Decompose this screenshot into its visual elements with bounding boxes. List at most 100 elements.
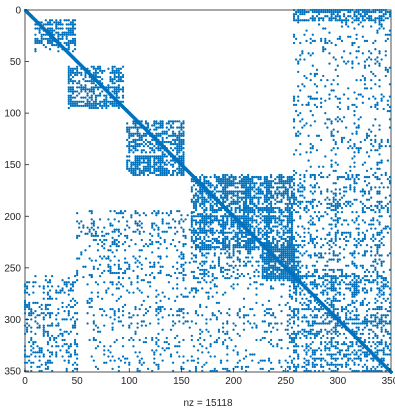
nonzero-mark	[334, 15, 337, 18]
nonzero-mark	[342, 237, 346, 241]
nonzero-mark	[44, 19, 47, 22]
nonzero-mark	[372, 233, 375, 236]
nonzero-mark	[117, 69, 120, 72]
nonzero-mark	[361, 219, 364, 222]
nonzero-mark	[67, 43, 70, 47]
nonzero-mark	[57, 291, 60, 294]
nonzero-mark	[92, 92, 95, 95]
nonzero-mark	[134, 138, 137, 142]
nonzero-mark	[255, 192, 258, 195]
nonzero-mark	[71, 50, 75, 53]
nonzero-mark	[71, 86, 75, 89]
nonzero-mark	[292, 266, 296, 269]
nonzero-mark	[309, 17, 312, 20]
nonzero-mark	[169, 173, 173, 177]
nonzero-mark	[292, 19, 296, 22]
nonzero-mark	[219, 215, 223, 218]
nonzero-mark	[117, 88, 120, 91]
nonzero-mark	[153, 159, 156, 162]
nonzero-mark	[211, 227, 214, 230]
nonzero-mark	[224, 186, 227, 189]
nonzero-mark	[319, 171, 323, 175]
nonzero-mark	[361, 202, 364, 206]
nonzero-mark	[278, 277, 281, 280]
nonzero-mark	[98, 69, 102, 72]
nonzero-mark	[297, 60, 300, 63]
nonzero-mark	[292, 277, 296, 280]
nonzero-mark	[276, 239, 279, 243]
nonzero-mark	[357, 147, 360, 150]
nonzero-mark	[65, 37, 68, 41]
nonzero-mark	[234, 177, 237, 181]
nonzero-mark	[269, 252, 273, 255]
nonzero-mark	[142, 167, 146, 170]
nonzero-mark	[242, 202, 246, 206]
nonzero-mark	[319, 277, 323, 280]
nonzero-mark	[265, 252, 269, 255]
nonzero-mark	[305, 204, 308, 208]
nonzero-mark	[259, 237, 262, 241]
nonzero-mark	[111, 90, 114, 93]
nonzero-mark	[345, 190, 348, 193]
nonzero-mark	[351, 103, 354, 107]
nonzero-mark	[349, 235, 352, 239]
nonzero-mark	[247, 196, 250, 199]
nonzero-mark	[153, 124, 156, 127]
nonzero-mark	[221, 266, 225, 269]
nonzero-mark	[205, 244, 208, 247]
nonzero-mark	[44, 37, 47, 41]
nonzero-mark	[73, 96, 77, 99]
nonzero-mark	[384, 171, 387, 175]
nonzero-mark	[253, 219, 256, 222]
nonzero-mark	[265, 277, 269, 280]
nonzero-mark	[130, 171, 133, 175]
nonzero-mark	[257, 175, 260, 179]
nonzero-mark	[363, 19, 367, 22]
nonzero-mark	[257, 198, 260, 201]
nonzero-mark	[290, 244, 294, 247]
nonzero-mark	[286, 177, 289, 181]
nonzero-mark	[297, 19, 300, 22]
nonzero-mark	[386, 159, 390, 162]
nonzero-mark	[48, 297, 52, 300]
nonzero-mark	[199, 204, 202, 208]
nonzero-mark	[194, 194, 198, 197]
nonzero-mark	[303, 235, 306, 239]
nonzero-mark	[349, 52, 352, 55]
nonzero-mark	[280, 227, 283, 230]
nonzero-mark	[38, 285, 41, 288]
nonzero-mark	[372, 41, 375, 45]
nonzero-mark	[88, 90, 91, 93]
nonzero-mark	[88, 80, 91, 83]
nonzero-mark	[138, 169, 141, 173]
nonzero-mark	[388, 33, 392, 36]
nonzero-mark	[322, 227, 325, 230]
nonzero-mark	[213, 219, 216, 222]
nonzero-mark	[276, 248, 279, 251]
nonzero-mark	[107, 86, 110, 89]
nonzero-mark	[86, 67, 89, 70]
nonzero-mark	[236, 217, 239, 220]
nonzero-mark	[111, 86, 114, 89]
nonzero-mark	[57, 285, 60, 288]
nonzero-mark	[330, 237, 333, 241]
nonzero-mark	[365, 87, 369, 90]
nonzero-mark	[303, 206, 306, 210]
nonzero-mark	[65, 285, 68, 288]
nonzero-mark	[355, 198, 358, 201]
nonzero-mark	[148, 142, 152, 146]
nonzero-mark	[330, 8, 333, 12]
nonzero-mark	[226, 204, 229, 208]
nonzero-mark	[357, 45, 360, 49]
nonzero-mark	[86, 80, 89, 83]
nonzero-mark	[151, 132, 154, 135]
nonzero-mark	[144, 128, 148, 131]
nonzero-mark	[176, 136, 179, 140]
nonzero-mark	[180, 163, 183, 166]
nonzero-mark	[382, 235, 385, 239]
nonzero-mark	[244, 186, 248, 189]
nonzero-mark	[140, 126, 143, 129]
nonzero-mark	[96, 65, 100, 68]
nonzero-mark	[182, 173, 185, 177]
nonzero-mark	[121, 96, 125, 99]
